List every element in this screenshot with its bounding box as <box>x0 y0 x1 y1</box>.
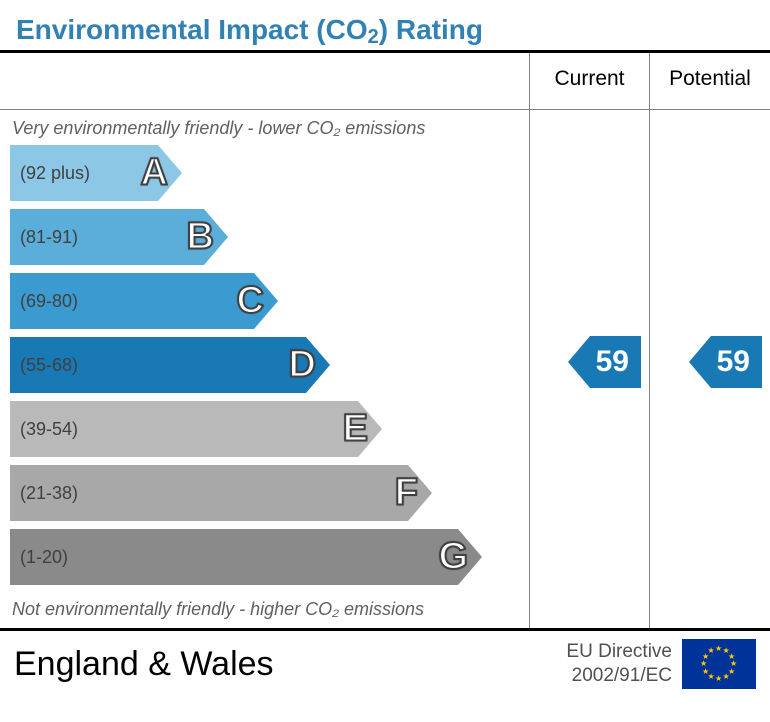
band-range-label: (69-80) <box>10 291 78 312</box>
current-rating-value: 59 <box>590 336 641 388</box>
band-range-label: (81-91) <box>10 227 78 248</box>
directive-label: EU Directive 2002/91/EC <box>566 640 682 688</box>
band-letter-label: A <box>141 152 168 195</box>
directive-line1: EU Directive <box>566 641 672 662</box>
band-letter-label: E <box>343 408 368 451</box>
current-rating-column: 59 <box>530 110 650 628</box>
chart-main-row: Very environmentally friendly - lower CO… <box>0 110 770 628</box>
band-bar: (39-54)E <box>10 401 358 457</box>
title-prefix: Environmental Impact (CO <box>16 14 368 45</box>
chart-body: Current Potential Very environmentally f… <box>0 50 770 631</box>
current-rating-pointer: 59 <box>590 336 641 388</box>
band-letter-label: D <box>289 344 316 387</box>
potential-column-header: Potential <box>650 53 770 109</box>
rating-band-b: (81-91) B <box>10 209 519 265</box>
directive-line2: 2002/91/EC <box>572 665 672 686</box>
column-header-row: Current Potential <box>0 53 770 110</box>
potential-rating-pointer: 59 <box>711 336 762 388</box>
rating-band-e: (39-54) E <box>10 401 519 457</box>
band-letter-label: B <box>187 216 214 259</box>
current-column-header: Current <box>530 53 650 109</box>
epc-rating-chart: Environmental Impact (CO2) Rating Curren… <box>0 0 770 722</box>
eu-flag-icon: ★★★★★★★★★★★★ <box>682 639 756 689</box>
band-range-label: (1-20) <box>10 547 68 568</box>
rating-band-g: (1-20) G <box>10 529 519 585</box>
rating-band-a: (92 plus) A <box>10 145 519 201</box>
band-range-label: (92 plus) <box>10 163 90 184</box>
band-bar: (69-80)C <box>10 273 254 329</box>
footer-row: England & Wales EU Directive 2002/91/EC … <box>0 631 770 699</box>
title-subscript: 2 <box>368 26 379 48</box>
band-letter-label: F <box>395 472 418 515</box>
band-bar: (81-91)B <box>10 209 204 265</box>
rating-band-f: (21-38) F <box>10 465 519 521</box>
rating-band-d: (55-68) D <box>10 337 519 393</box>
rating-band-c: (69-80) C <box>10 273 519 329</box>
band-bar: (21-38)F <box>10 465 408 521</box>
potential-rating-value: 59 <box>711 336 762 388</box>
bands-list: (92 plus) A (81-91) B (69-80) C (55-68) D (39-54… <box>10 145 519 585</box>
potential-rating-column: 59 <box>650 110 770 628</box>
band-bar: (92 plus)A <box>10 145 158 201</box>
band-bar: (1-20)G <box>10 529 458 585</box>
band-range-label: (21-38) <box>10 483 78 504</box>
band-letter-label: G <box>438 536 468 579</box>
band-range-label: (55-68) <box>10 355 78 376</box>
chart-title: Environmental Impact (CO2) Rating <box>0 0 770 50</box>
caption-bottom: Not environmentally friendly - higher CO… <box>10 593 519 624</box>
bands-column: Very environmentally friendly - lower CO… <box>0 110 530 628</box>
region-label: England & Wales <box>14 645 566 684</box>
caption-top: Very environmentally friendly - lower CO… <box>10 114 519 145</box>
band-letter-label: C <box>237 280 264 323</box>
title-suffix: ) Rating <box>379 14 483 45</box>
band-bar: (55-68)D <box>10 337 306 393</box>
band-range-label: (39-54) <box>10 419 78 440</box>
bands-header-spacer <box>0 53 530 109</box>
